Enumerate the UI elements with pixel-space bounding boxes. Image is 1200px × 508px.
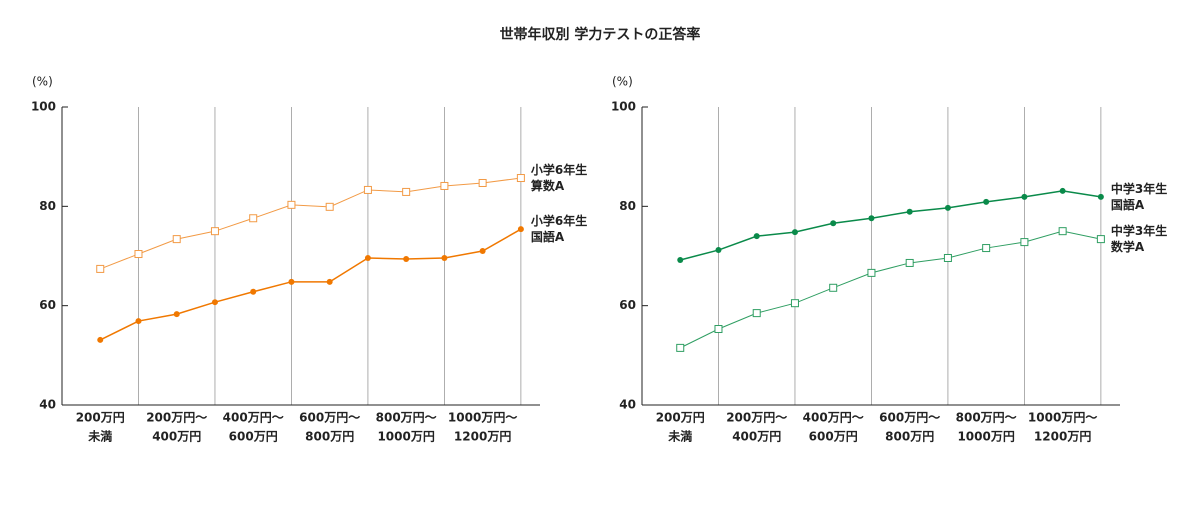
- x-tick-label: 400万円～ 600万円: [803, 410, 864, 443]
- point: [944, 204, 951, 211]
- point: [211, 299, 218, 306]
- x-tick-label: 600万円～ 800万円: [879, 410, 940, 443]
- point: [790, 299, 799, 308]
- point: [134, 250, 143, 259]
- x-tick-label: 200万円～ 400万円: [146, 410, 207, 443]
- point: [753, 233, 760, 240]
- point: [714, 325, 723, 334]
- x-tick-label: 200万円未満: [656, 410, 705, 443]
- y-axis-label: (%): [32, 75, 53, 89]
- point: [325, 202, 334, 211]
- x-tick-label: 400万円～ 600万円: [223, 410, 284, 443]
- point: [982, 244, 991, 253]
- point: [403, 255, 410, 262]
- point: [96, 264, 105, 273]
- series-line: [100, 177, 521, 270]
- point: [1059, 187, 1066, 194]
- point: [97, 336, 104, 343]
- point: [830, 220, 837, 227]
- point: [441, 254, 448, 261]
- point: [210, 227, 219, 236]
- point: [906, 208, 913, 215]
- point: [172, 235, 181, 244]
- y-tick-label: 100: [31, 100, 56, 114]
- point: [943, 253, 952, 262]
- point: [478, 178, 487, 187]
- point: [402, 187, 411, 196]
- y-tick-label: 80: [39, 199, 56, 213]
- point: [249, 214, 258, 223]
- point: [677, 256, 684, 263]
- series-label: 小学6年生国語A: [531, 213, 587, 244]
- point: [479, 248, 486, 255]
- series-line: [680, 230, 1101, 349]
- x-tick-label: 600万円～ 800万円: [299, 410, 360, 443]
- point: [1096, 235, 1105, 244]
- y-tick-label: 60: [39, 298, 56, 312]
- point: [983, 198, 990, 205]
- x-tick-label: 800万円～ 1000万円: [376, 410, 437, 443]
- y-tick-label: 80: [619, 199, 636, 213]
- point: [1021, 193, 1028, 200]
- point: [1097, 193, 1104, 200]
- y-tick-label: 40: [39, 398, 56, 412]
- x-tick-label: 800万円～ 1000万円: [956, 410, 1017, 443]
- point: [715, 247, 722, 254]
- x-tick-label: 1000万円～ 1200万円: [1028, 410, 1097, 443]
- x-tick-label: 200万円～ 400万円: [726, 410, 787, 443]
- chart-title: 世帯年収別 学力テストの正答率: [500, 26, 701, 43]
- point: [363, 185, 372, 194]
- point: [517, 226, 524, 233]
- series-label: 小学6年生算数A: [531, 162, 587, 193]
- series-label: 中学3年生国語A: [1111, 180, 1167, 211]
- point: [752, 309, 761, 318]
- point: [868, 215, 875, 222]
- series-line: [99, 228, 522, 341]
- point: [676, 343, 685, 352]
- point: [250, 288, 257, 295]
- point: [905, 258, 914, 267]
- point: [516, 174, 525, 183]
- point: [173, 311, 180, 318]
- point: [364, 254, 371, 261]
- point: [440, 181, 449, 190]
- point: [791, 229, 798, 236]
- y-tick-label: 100: [611, 100, 636, 114]
- point: [867, 268, 876, 277]
- x-tick-label: 1000万円～ 1200万円: [448, 410, 517, 443]
- point: [288, 278, 295, 285]
- y-tick-label: 60: [619, 298, 636, 312]
- point: [829, 283, 838, 292]
- point: [326, 278, 333, 285]
- y-tick-label: 40: [619, 398, 636, 412]
- point: [1020, 238, 1029, 247]
- series-line: [680, 190, 1101, 261]
- point: [135, 318, 142, 325]
- point: [287, 200, 296, 209]
- series-label: 中学3年生数学A: [1111, 223, 1167, 254]
- x-tick-label: 200万円未満: [76, 410, 125, 443]
- point: [1058, 227, 1067, 236]
- y-axis-label: (%): [612, 75, 633, 89]
